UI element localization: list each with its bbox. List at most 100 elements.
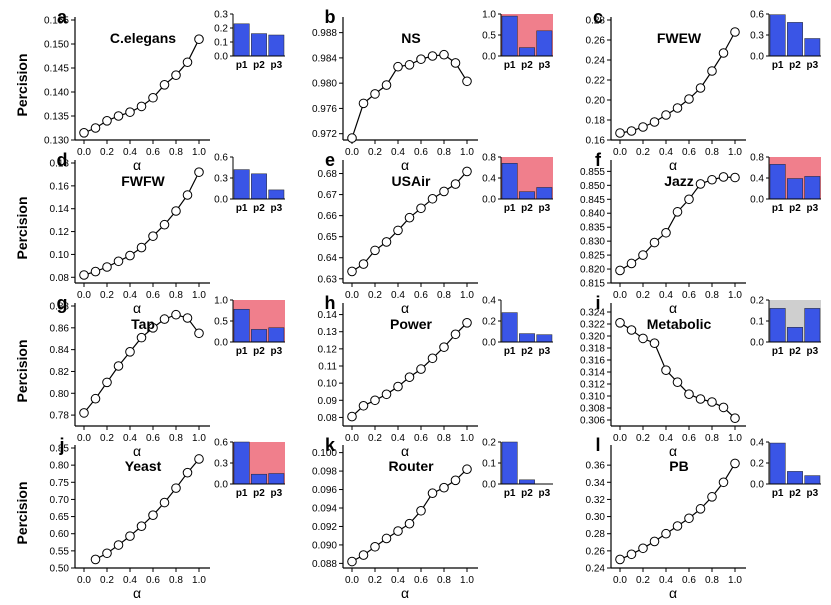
- inset-bar-chart: 0.0 0.5 1.0 p1 p2 p3: [482, 10, 553, 71]
- data-point: [79, 128, 89, 138]
- y-tick-label: 0.13: [318, 327, 338, 338]
- data-point: [159, 80, 170, 90]
- x-axis-label: α: [669, 300, 677, 316]
- x-tick-label: 0.8: [705, 147, 719, 158]
- panel-label: b: [325, 7, 336, 27]
- inset-y-tick-label: 1.0: [482, 10, 496, 21]
- x-tick-label: 1.0: [192, 433, 206, 444]
- data-point: [626, 258, 637, 269]
- y-tick-label: 0.24: [586, 564, 606, 575]
- y-tick-label: 0.50: [50, 564, 70, 575]
- data-point: [695, 504, 706, 514]
- data-point: [393, 526, 403, 536]
- data-point: [102, 262, 112, 272]
- y-tick-label: 0.80: [50, 389, 70, 400]
- data-point: [393, 61, 403, 72]
- data-point: [125, 250, 135, 261]
- inset-category-label: p1: [504, 60, 516, 71]
- data-point: [626, 325, 637, 335]
- data-point: [626, 126, 637, 136]
- x-tick-label: 0.2: [368, 290, 382, 301]
- x-tick-label: 1.0: [728, 575, 742, 586]
- inset-category-label: p1: [504, 203, 516, 214]
- y-tick-label: 0.64: [318, 253, 338, 264]
- x-tick-label: 0.2: [368, 147, 382, 158]
- y-tick-label: 0.18: [50, 159, 70, 170]
- x-tick-label: 1.0: [728, 433, 742, 444]
- y-tick-label: 0.14: [50, 204, 70, 215]
- x-tick-label: 1.0: [192, 290, 206, 301]
- data-point: [79, 270, 89, 280]
- inset-bar: [804, 308, 821, 343]
- inset-bar-chart: 0.0 0.4 0.8 p1 p2 p3: [482, 153, 553, 214]
- x-tick-label: 1.0: [192, 575, 206, 586]
- series-line: [83, 38, 200, 134]
- y-tick-label: 0.67: [318, 190, 338, 201]
- panel-label: g: [57, 293, 68, 313]
- panel-title: Router: [388, 458, 434, 474]
- x-tick-label: 0.6: [682, 290, 696, 301]
- inset-y-tick-label: 0.3: [214, 174, 228, 185]
- inset-y-tick-label: 0.0: [214, 195, 228, 206]
- inset-bar: [769, 164, 786, 200]
- inset-bar: [501, 441, 518, 485]
- x-axis-label: α: [401, 443, 409, 459]
- inset-bar: [268, 34, 285, 57]
- inset-category-label: p2: [253, 60, 265, 71]
- y-tick-label: 0.80: [50, 461, 70, 472]
- inset-y-tick-label: 0.2: [214, 24, 228, 35]
- panel-label: f: [595, 150, 602, 170]
- data-point: [661, 365, 671, 376]
- x-tick-label: 0.2: [636, 147, 650, 158]
- y-tick-label: 0.135: [44, 112, 69, 123]
- data-point: [381, 533, 392, 544]
- y-tick-label: 0.24: [586, 56, 606, 67]
- data-point: [416, 505, 426, 516]
- data-point: [113, 361, 124, 371]
- y-tick-label: 0.60: [50, 529, 70, 540]
- y-tick-label: 0.145: [44, 64, 69, 75]
- inset-y-tick-label: 0.4: [482, 174, 496, 185]
- inset-bar-chart: 0.0 0.4 0.8 p1 p2 p3: [750, 153, 821, 214]
- y-tick-label: 0.14: [318, 310, 338, 321]
- data-point: [171, 70, 181, 80]
- data-point: [370, 245, 380, 256]
- inset-y-tick-label: 0.0: [482, 480, 496, 491]
- data-point: [102, 548, 112, 559]
- panel-c: 0.16 0.18 0.20 0.22 0.24 0.26 0.28 0.0 0.2 0.4 0.6…: [586, 7, 821, 173]
- y-tick-label: 0.20: [586, 96, 606, 107]
- x-tick-label: 0.2: [100, 290, 114, 301]
- x-tick-label: 0.0: [345, 147, 359, 158]
- data-point: [684, 389, 694, 400]
- x-tick-label: 0.2: [100, 575, 114, 586]
- data-point: [439, 482, 449, 493]
- inset-category-label: p2: [253, 488, 265, 499]
- x-tick-label: 0.4: [391, 147, 405, 158]
- y-tick-label: 0.10: [50, 250, 70, 261]
- x-tick-label: 0.2: [100, 147, 114, 158]
- data-point: [450, 58, 461, 68]
- data-point: [90, 393, 101, 404]
- data-point: [381, 237, 392, 247]
- data-point: [672, 521, 683, 531]
- panel-label: j: [58, 435, 64, 455]
- y-tick-label: 0.096: [312, 485, 337, 496]
- panel-label: a: [57, 7, 68, 27]
- inset-y-tick-label: 0.6: [214, 153, 228, 164]
- x-tick-label: 1.0: [460, 575, 474, 586]
- x-tick-label: 0.6: [682, 147, 696, 158]
- inset-bar-chart: 0.0 0.5 1.0 p1 p2 p3: [214, 296, 285, 357]
- data-point: [672, 377, 683, 388]
- data-point: [707, 174, 717, 185]
- y-tick-label: 0.825: [580, 251, 605, 262]
- panel-title: FWFW: [121, 173, 165, 189]
- data-point: [347, 411, 357, 422]
- inset-bar: [268, 473, 285, 485]
- y-tick-label: 0.11: [318, 362, 337, 373]
- data-point: [171, 309, 181, 320]
- data-point: [615, 318, 625, 328]
- panel-title: FWEW: [657, 30, 702, 46]
- data-point: [450, 329, 461, 340]
- data-point: [182, 467, 193, 478]
